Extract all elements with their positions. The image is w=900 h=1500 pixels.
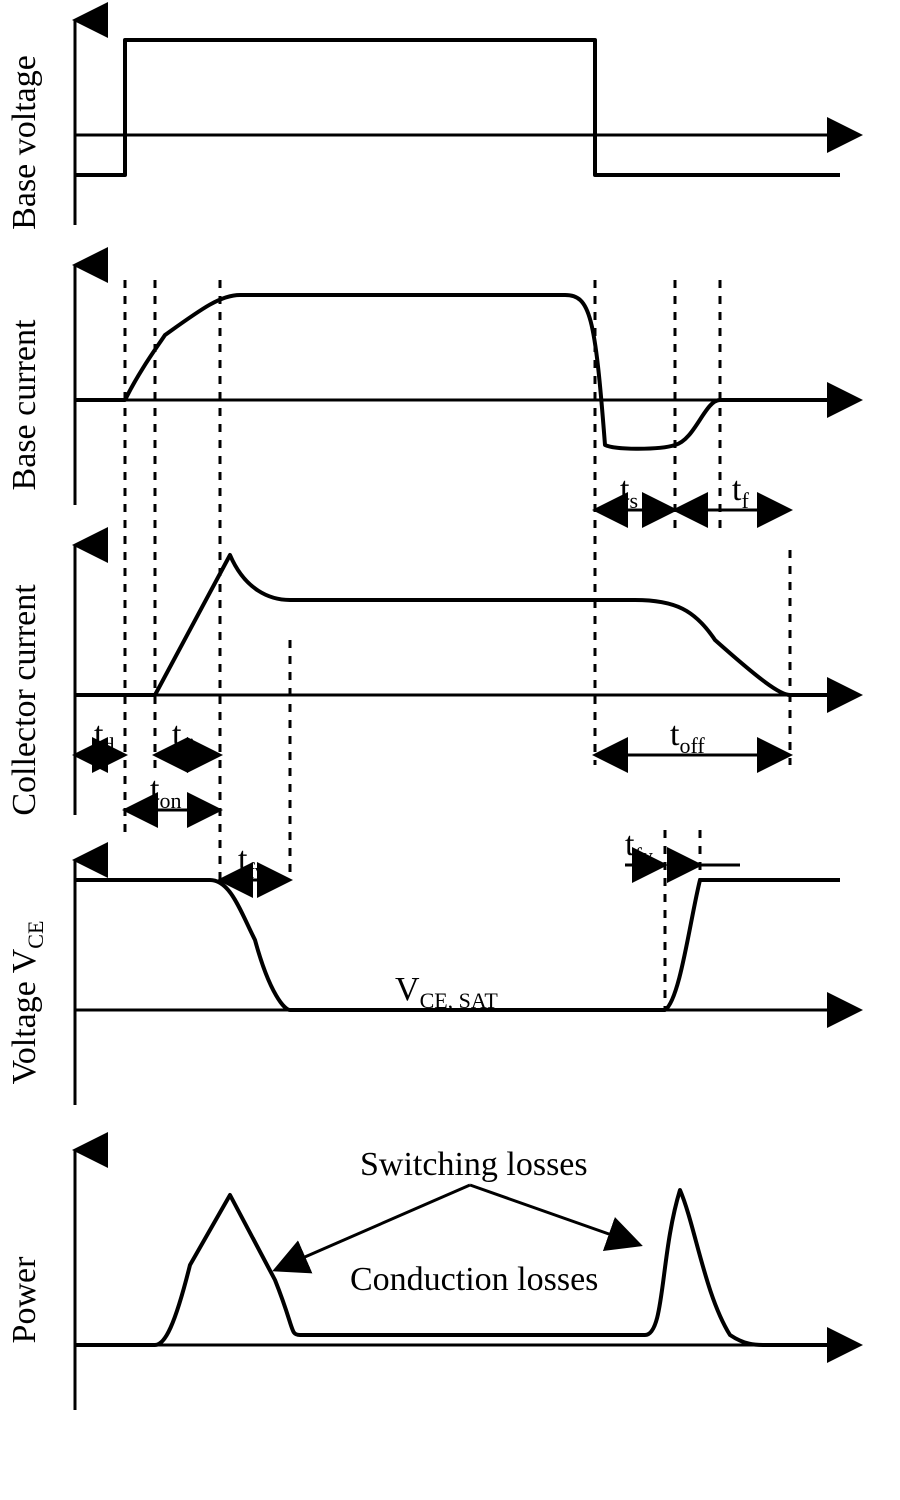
- power-label: Power: [6, 1256, 43, 1344]
- label-toff: toff: [670, 716, 705, 758]
- base-voltage-wave: [75, 40, 840, 175]
- label-ton: ton: [150, 771, 181, 813]
- label-tf: tf: [732, 471, 749, 513]
- pointer-arrow: [470, 1185, 640, 1245]
- label-switching-losses: Switching losses: [360, 1146, 588, 1183]
- label-td: td: [94, 716, 114, 758]
- label-vcesat: VCE, SAT: [395, 971, 498, 1013]
- label-conduction-losses: Conduction losses: [350, 1261, 598, 1298]
- voltage_vce-label: Voltage VCE: [6, 921, 48, 1085]
- pointer-arrow: [275, 1185, 470, 1270]
- base-current-wave: [75, 295, 840, 449]
- collector-current-wave: [75, 555, 840, 695]
- label-tfv1: tfv: [238, 841, 266, 883]
- base_voltage-label: Base voltage: [6, 55, 43, 230]
- label-ts: ts: [620, 471, 638, 513]
- base_current-label: Base current: [6, 319, 43, 490]
- label-tfv2: tfv: [625, 826, 653, 868]
- collector_current-label: Collector current: [6, 584, 43, 816]
- timing-diagram: Base voltage Base current Collector curren…: [0, 0, 900, 1500]
- label-tri: tri: [172, 716, 195, 758]
